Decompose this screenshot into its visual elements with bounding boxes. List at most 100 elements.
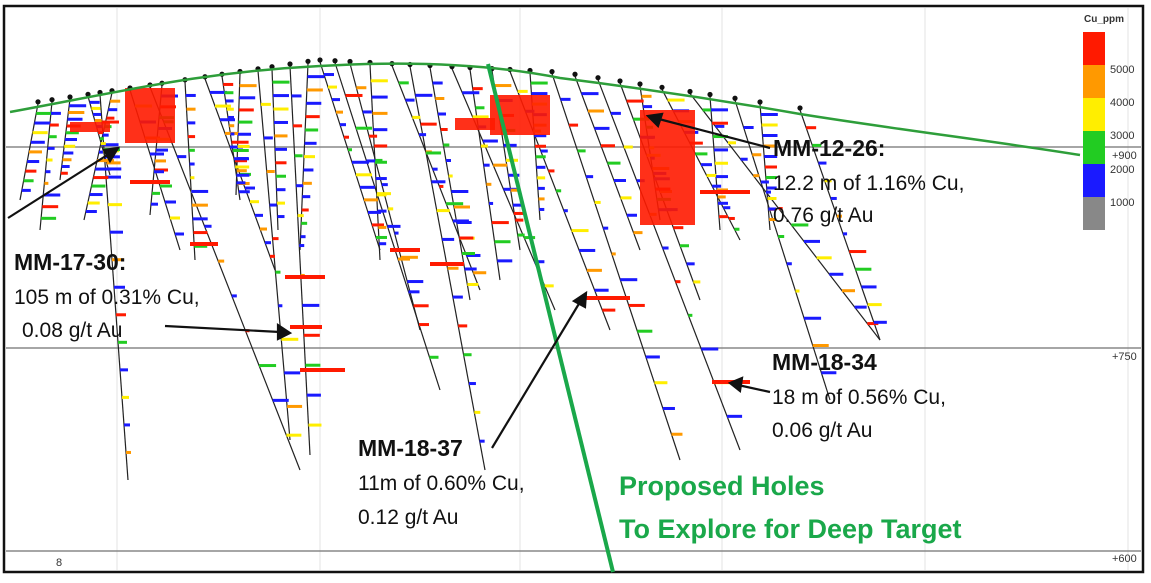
- assay-bar: [236, 169, 247, 173]
- assay-bar: [472, 87, 483, 91]
- assay-bar: [513, 203, 522, 207]
- assay-bar: [299, 244, 305, 248]
- drill-hole-trace: [83, 92, 113, 221]
- assay-bar: [371, 95, 388, 99]
- assay-bar: [302, 181, 312, 185]
- assay-bar: [370, 79, 388, 83]
- assay-bar: [419, 133, 427, 137]
- assay-bar: [701, 347, 719, 351]
- assay-bar: [405, 98, 415, 102]
- drill-collar: [687, 88, 693, 95]
- assay-bar: [278, 304, 283, 308]
- assay-bar: [29, 150, 42, 154]
- assay-bar: [124, 423, 130, 427]
- drill-collar: [707, 91, 713, 98]
- assay-bar: [85, 210, 97, 214]
- assay-bar: [250, 200, 259, 204]
- callout-gold-mm-18-34: 0.06 g/t Au: [772, 419, 872, 442]
- assay-bar: [824, 179, 832, 183]
- drill-collar: [332, 58, 338, 64]
- assay-bar: [266, 169, 275, 173]
- assay-bar: [769, 218, 777, 221]
- legend-swatch-yellow: [1083, 98, 1105, 131]
- assay-bar: [21, 188, 31, 192]
- figure-frame: [2, 4, 1145, 574]
- callout-mm-12-26: MM-12-26: 12.2 m of 1.16% Cu, 0.76 g/t A…: [773, 135, 964, 227]
- assay-bar: [535, 144, 546, 148]
- assay-bar: [152, 191, 160, 195]
- assay-bar: [626, 99, 644, 103]
- high-grade-intercept: [700, 190, 750, 194]
- assay-bar: [260, 227, 267, 231]
- drill-collar: [67, 94, 73, 100]
- assay-bar: [706, 173, 717, 177]
- assay-bar: [778, 207, 783, 211]
- proposed-target-label: To Explore for Deep Target: [619, 514, 962, 544]
- high-grade-intercept: [130, 180, 170, 184]
- assay-bar: [637, 329, 653, 333]
- callout-title-mm-18-34: MM-18-34: [772, 349, 877, 375]
- legend-label-3000: 3000: [1110, 130, 1134, 142]
- assay-bar: [293, 124, 303, 128]
- assay-bar: [761, 123, 778, 127]
- callout-gold-mm-12-26: 0.76 g/t Au: [773, 204, 873, 227]
- assay-bar: [719, 215, 728, 219]
- assay-bar: [274, 134, 288, 138]
- assay-bar: [95, 167, 112, 171]
- assay-bar: [60, 171, 68, 175]
- assay-bar: [100, 142, 106, 146]
- assay-bar: [714, 148, 728, 152]
- assay-bar: [306, 88, 323, 92]
- high-grade-intercept: [430, 262, 464, 266]
- assay-bar: [356, 86, 367, 90]
- assay-bar: [503, 143, 517, 147]
- legend-swatch-blue: [1083, 164, 1105, 197]
- drill-collar: [305, 58, 311, 64]
- assay-bar: [413, 304, 429, 308]
- assay-bar: [415, 93, 433, 97]
- assay-bar: [571, 229, 589, 233]
- assay-bar: [400, 255, 418, 259]
- assay-bar: [305, 128, 319, 132]
- assay-bar: [273, 94, 289, 98]
- assay-bar: [294, 154, 303, 158]
- assay-bar: [276, 188, 286, 192]
- assay-bar: [778, 235, 785, 238]
- assay-bar: [426, 151, 442, 155]
- assay-bar: [456, 221, 472, 224]
- assay-bar: [362, 110, 372, 114]
- drill-collar: [659, 84, 665, 90]
- assay-bar: [762, 134, 778, 137]
- assay-bar: [36, 111, 54, 115]
- assay-bar: [830, 196, 837, 200]
- assay-bar: [436, 209, 450, 213]
- assay-bar: [693, 280, 701, 284]
- assay-bar: [614, 179, 626, 182]
- assay-bar: [662, 246, 669, 250]
- assay-bar: [579, 248, 596, 252]
- assay-bar: [61, 165, 70, 168]
- assay-bar: [336, 110, 343, 114]
- assay-bar: [238, 108, 254, 112]
- assay-bar: [695, 152, 708, 156]
- assay-bar: [398, 81, 409, 85]
- arrowhead-mm-17-30-top: [102, 146, 121, 164]
- assay-bar: [408, 290, 420, 294]
- assay-bar: [237, 157, 249, 161]
- assay-bar: [795, 289, 800, 293]
- assay-bar: [69, 104, 87, 108]
- assay-bar: [556, 189, 562, 193]
- assay-bar: [63, 151, 74, 155]
- assay-bar: [177, 155, 187, 159]
- assay-bar: [491, 221, 509, 225]
- legend-swatch-orange: [1083, 65, 1105, 98]
- drill-hole-trace: [349, 63, 421, 331]
- assay-bar: [473, 271, 487, 275]
- assay-bar: [281, 337, 299, 341]
- assay-bar: [515, 218, 524, 222]
- assay-bar: [375, 158, 383, 162]
- assay-bar: [627, 213, 637, 217]
- assay-bar: [728, 141, 736, 145]
- assay-bar: [463, 353, 472, 357]
- proposed-hole-line: [486, 63, 615, 573]
